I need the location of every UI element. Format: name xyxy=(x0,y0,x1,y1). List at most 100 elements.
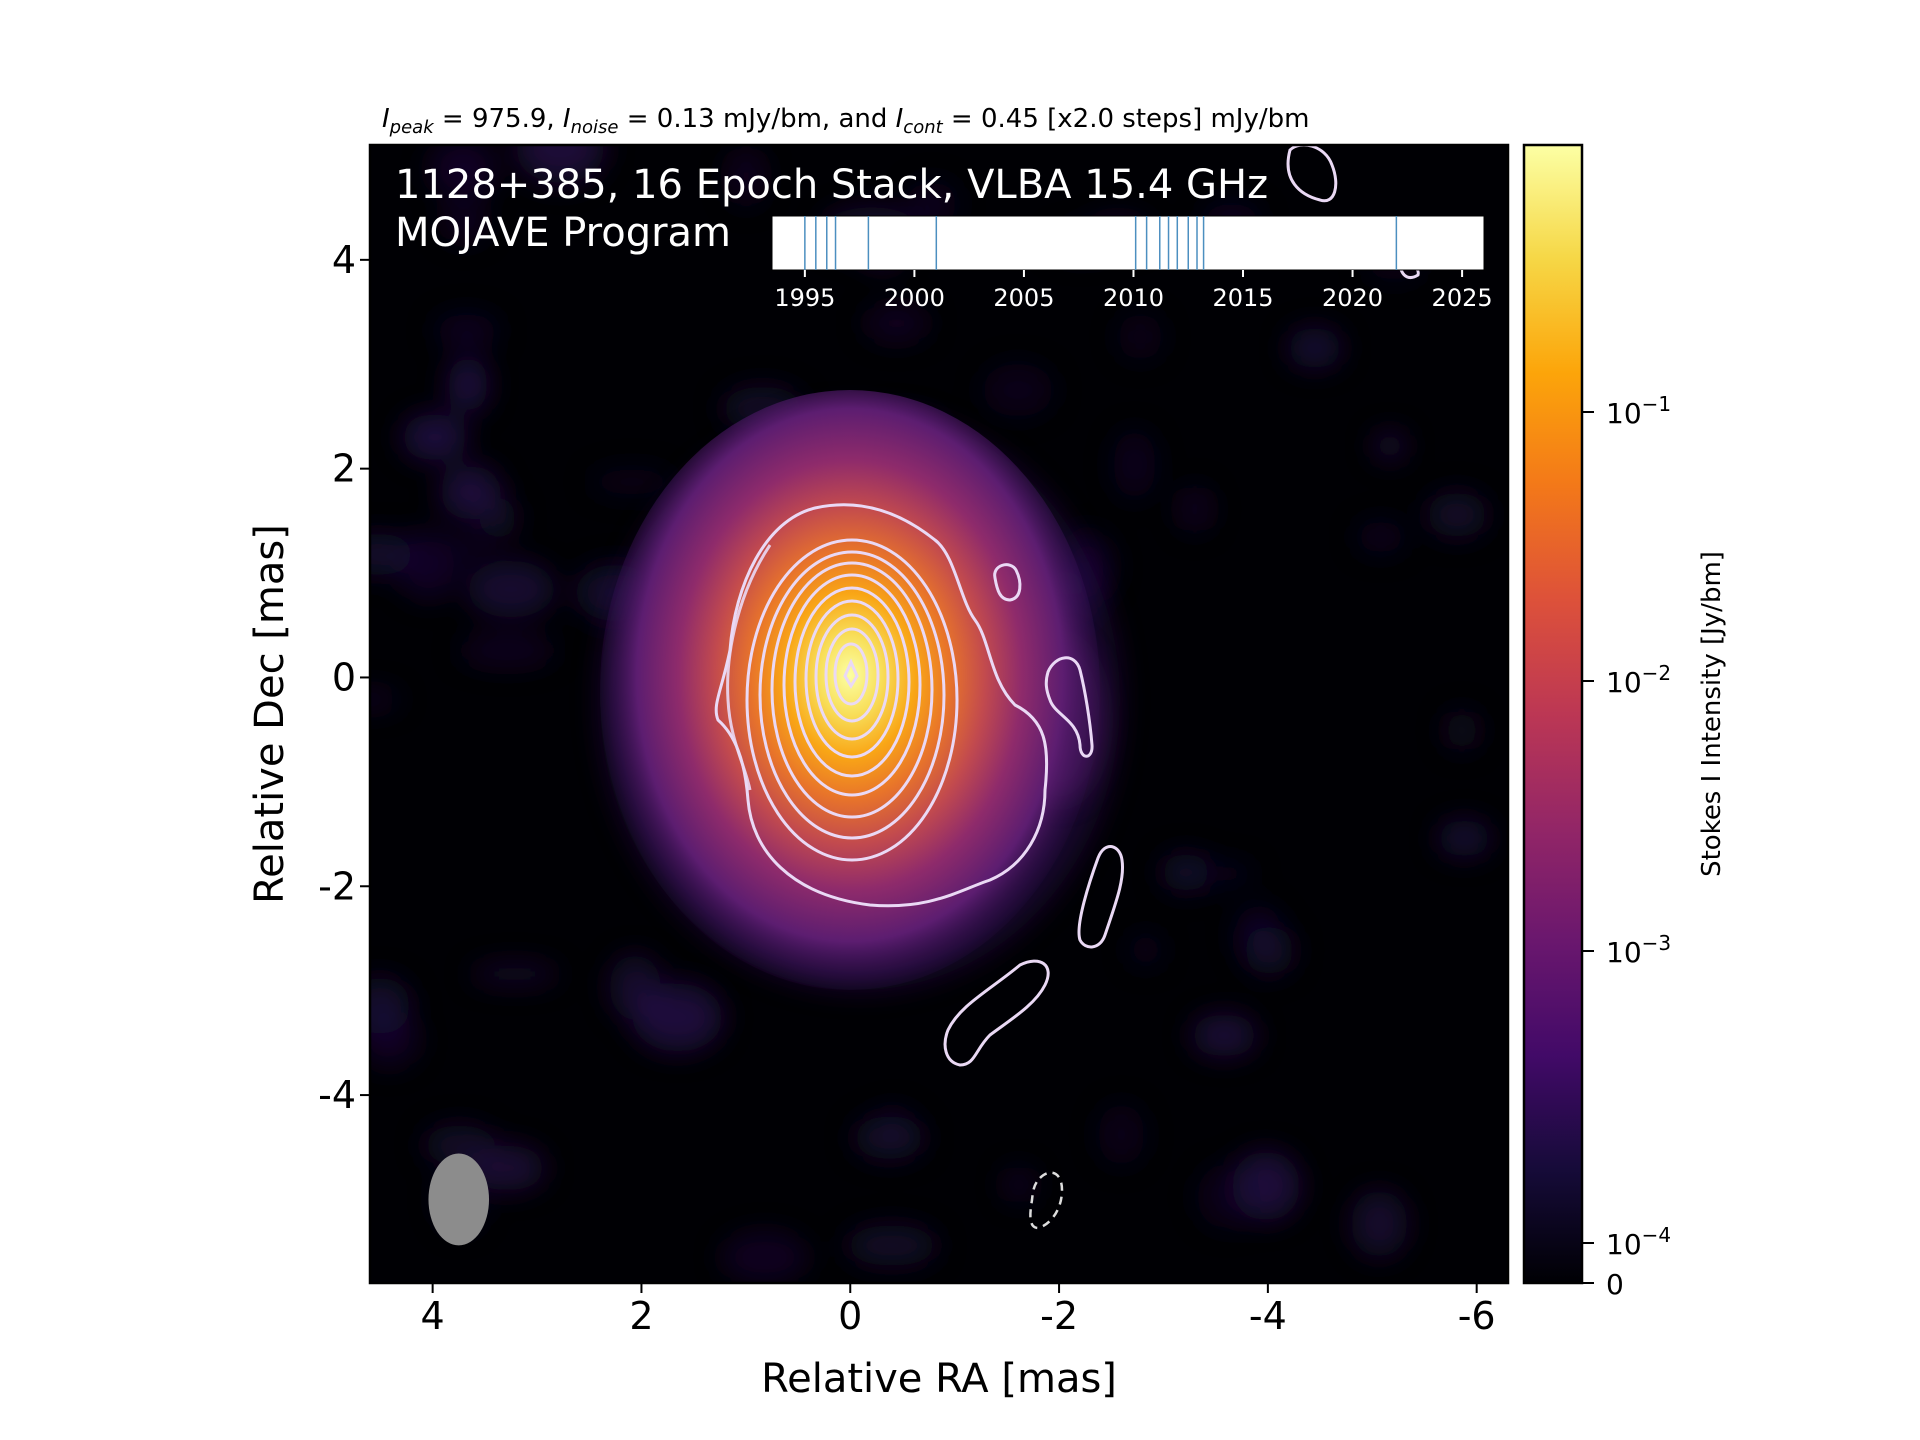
noise-blob xyxy=(1130,933,1162,966)
colorbar-tick-label: 10−3 xyxy=(1606,931,1671,969)
colorbar-gradient xyxy=(1522,143,1584,1285)
colorbar: 10−1 10−2 10−3 10−4 0 Stokes I Intensity [Jy… xyxy=(1522,143,1727,1301)
x-tick-label: 2 xyxy=(629,1294,653,1338)
noise-blob xyxy=(1118,313,1163,360)
epoch-tick-label: 2010 xyxy=(1103,284,1164,312)
contour-5 xyxy=(782,573,922,797)
noise-blob xyxy=(1350,1190,1408,1258)
contour-3 xyxy=(758,550,946,840)
noise-blob xyxy=(397,530,461,600)
y-tick-label: 0 xyxy=(332,655,356,699)
noise-blob xyxy=(453,532,490,560)
epoch-tick-label: 2000 xyxy=(884,284,945,312)
noise-blob xyxy=(467,560,555,618)
y-axis-ticks: 4 2 0 -2 -4 xyxy=(318,238,370,1117)
y-tick-label: 2 xyxy=(332,447,356,491)
epoch-tick-label: 2025 xyxy=(1432,284,1493,312)
noise-blob xyxy=(1003,1167,1035,1203)
noise-blob xyxy=(721,1231,809,1283)
noise-blob xyxy=(1191,1014,1257,1057)
plot-frame xyxy=(368,143,1510,1285)
noise-blob xyxy=(864,305,929,341)
noise-blob xyxy=(434,314,499,347)
noise-blob xyxy=(1426,492,1488,538)
colorbar-tick-label: 10−4 xyxy=(1606,1223,1671,1261)
noise-blob xyxy=(1374,432,1406,460)
contour-7 xyxy=(804,599,900,759)
noise-blob xyxy=(1235,905,1280,962)
colorbar-tick-label: 0 xyxy=(1606,1268,1624,1301)
contour-jet-2 xyxy=(1077,845,1125,949)
y-tick-label: -4 xyxy=(318,1073,356,1117)
noise-blob xyxy=(845,1225,938,1266)
noise-blob xyxy=(729,147,764,205)
epoch-tick-label: 2005 xyxy=(993,284,1054,312)
contour-small-1 xyxy=(993,563,1022,602)
noise-blob xyxy=(402,413,467,461)
y-tick-label: 4 xyxy=(332,238,356,282)
noise-blob xyxy=(470,963,560,985)
core-emission xyxy=(600,390,1100,990)
x-axis-ticks: 4 2 0 -2 -4 -6 xyxy=(421,1283,1496,1338)
epoch-lines xyxy=(804,216,1398,270)
noise-blob xyxy=(1113,430,1156,500)
contour-4 xyxy=(770,561,934,819)
epoch-timeline-box xyxy=(771,215,1485,271)
noise-blob xyxy=(907,182,957,227)
y-axis-label: Relative Dec [mas] xyxy=(247,524,293,904)
chart-title-line2: MOJAVE Program xyxy=(395,210,731,256)
noise-blob xyxy=(429,145,497,200)
colorbar-tick-label: 10−2 xyxy=(1606,661,1671,699)
noise-blob xyxy=(1357,520,1405,554)
x-tick-label: 0 xyxy=(838,1294,862,1338)
noise-blob xyxy=(875,1107,913,1153)
x-tick-label: -6 xyxy=(1458,1294,1496,1338)
beam-ellipse xyxy=(428,1153,490,1246)
noise-blob xyxy=(1287,327,1342,369)
noise-blob xyxy=(1178,486,1211,532)
contour-6 xyxy=(793,586,911,778)
noise-blob xyxy=(370,1012,419,1068)
contour-10 xyxy=(833,642,869,706)
contour-peak xyxy=(843,658,859,689)
epoch-tick-label: 2015 xyxy=(1212,284,1273,312)
noise-blob xyxy=(1437,819,1492,857)
noise-blob xyxy=(609,954,661,1020)
contour-2 xyxy=(745,538,959,862)
noise-blob xyxy=(370,689,402,710)
noise-blob xyxy=(468,1145,546,1191)
statistics-label: Ipeak = 975.9, Inoise = 0.13 mJy/bm, and… xyxy=(382,104,1309,138)
epoch-tick-label: 1995 xyxy=(774,284,835,312)
epoch-tick-label: 2020 xyxy=(1322,284,1383,312)
x-tick-label: 4 xyxy=(421,1294,445,1338)
noise-blob xyxy=(589,468,675,496)
contour-jet-knot xyxy=(1044,656,1094,758)
noise-blob xyxy=(459,635,556,666)
x-tick-label: -4 xyxy=(1249,1294,1287,1338)
x-axis-label: Relative RA [mas] xyxy=(761,1356,1117,1402)
contour-jet-3 xyxy=(943,959,1050,1067)
noise-blob xyxy=(1161,853,1211,892)
contour-left-ring xyxy=(726,544,772,791)
colorbar-ticks: 10−1 10−2 10−3 10−4 0 xyxy=(1582,392,1671,1301)
contour-top-blob xyxy=(1286,145,1338,203)
colorbar-label: Stokes I Intensity [Jy/bm] xyxy=(1697,551,1727,877)
noise-blob xyxy=(1098,1103,1145,1166)
noise-blob xyxy=(442,205,486,241)
colorbar-tick-label: 10−1 xyxy=(1606,392,1671,430)
contour-set xyxy=(714,145,1420,1067)
noise-blob xyxy=(1197,1165,1259,1229)
noise-blob xyxy=(1445,710,1479,751)
epoch-timeline: 1995 2000 2005 2010 2015 2020 2025 xyxy=(771,215,1493,312)
noise-blob xyxy=(448,356,488,413)
noise-blob xyxy=(982,363,1054,417)
chart-title-line1: 1128+385, 16 Epoch Stack, VLBA 15.4 GHz xyxy=(395,162,1268,208)
x-tick-label: -2 xyxy=(1040,1294,1078,1338)
contour-outer xyxy=(714,503,1049,908)
image-panel xyxy=(370,145,1508,1283)
epoch-timeline-ticks: 1995 2000 2005 2010 2015 2020 2025 xyxy=(774,270,1493,312)
noise-blob xyxy=(515,145,605,184)
contour-8 xyxy=(814,613,890,741)
y-tick-label: -2 xyxy=(318,864,356,908)
